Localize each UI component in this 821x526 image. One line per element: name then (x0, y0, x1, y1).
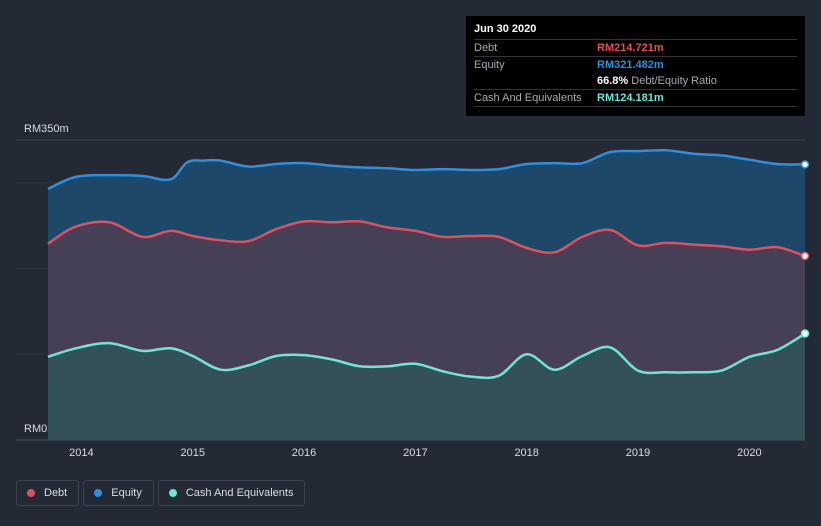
tooltip-ratio-value: 66.8% (597, 75, 629, 87)
y-axis-top-label: RM350m (24, 123, 69, 135)
x-tick-label-2018: 2018 (514, 447, 538, 459)
tooltip-cash-row: Cash And Equivalents RM124.181m (474, 89, 797, 107)
chart-legend: Debt Equity Cash And Equivalents (16, 480, 306, 506)
x-tick-label-2016: 2016 (292, 447, 316, 459)
tooltip-cash-label: Cash And Equivalents (474, 92, 582, 104)
x-tick-label-2014: 2014 (69, 447, 93, 459)
legend-item-debt[interactable]: Debt (16, 480, 80, 506)
debt-end-marker (800, 251, 810, 261)
x-tick-label-2019: 2019 (626, 447, 650, 459)
cash-dot-icon (168, 489, 177, 497)
legend-item-equity[interactable]: Equity (83, 480, 154, 506)
data-tooltip: Jun 30 2020 Debt RM214.721m Equity RM321… (466, 16, 805, 116)
equity-line (47, 148, 806, 191)
equity-end-marker (800, 160, 810, 169)
legend-equity-label: Equity (111, 487, 142, 499)
legend-debt-label: Debt (44, 487, 68, 499)
tooltip-debt-row: Debt RM214.721m (474, 39, 797, 56)
tooltip-equity-row: Equity RM321.482m (474, 56, 797, 73)
x-axis-ticks: 2014 2015 2016 2017 2018 2019 2020 (69, 447, 761, 459)
tooltip-date: Jun 30 2020 (474, 23, 537, 35)
tooltip-ratio-row: 66.8% Debt/Equity Ratio (474, 73, 797, 89)
equity-dot-icon (94, 489, 103, 497)
tooltip-debt-label: Debt (474, 42, 498, 54)
x-tick-label-2015: 2015 (180, 447, 204, 459)
y-axis-bottom-label: RM0 (24, 423, 47, 435)
series-areas (48, 150, 805, 440)
cash-and-equivalents-end-marker (800, 329, 810, 338)
tooltip-equity-label: Equity (474, 59, 505, 71)
debt-line (47, 219, 806, 258)
legend-cash-label: Cash And Equivalents (185, 487, 294, 499)
end-markers (800, 160, 810, 338)
tooltip-equity-value: RM321.482m (597, 59, 664, 71)
tooltip-ratio-label: Debt/Equity Ratio (631, 75, 717, 87)
legend-item-cash[interactable]: Cash And Equivalents (157, 480, 306, 506)
cash-and-equivalents-line (47, 332, 806, 380)
x-tick-label-2017: 2017 (403, 447, 427, 459)
x-tick-label-2020: 2020 (737, 447, 761, 459)
cash-and-equivalents-area (48, 333, 805, 440)
tooltip-cash-value: RM124.181m (597, 92, 664, 104)
tooltip-debt-value: RM214.721m (597, 42, 664, 54)
series-lines (47, 148, 806, 380)
debt-dot-icon (27, 489, 35, 497)
